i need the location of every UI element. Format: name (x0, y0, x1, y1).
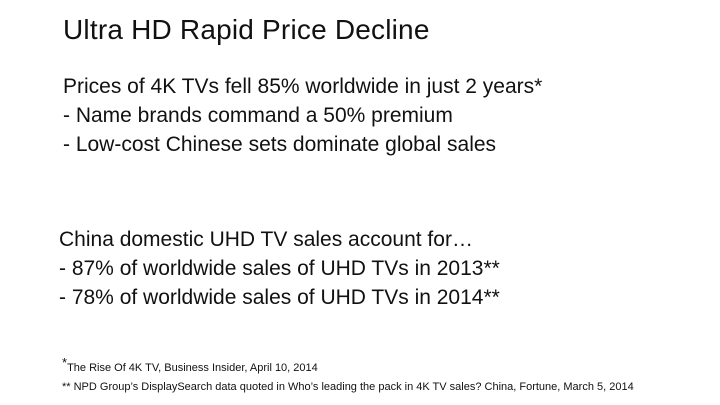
name-brand-premium-bullet: - Name brands command a 50% premium (63, 104, 453, 127)
footnote-1: *The Rise Of 4K TV, Business Insider, Ap… (62, 356, 318, 375)
price-decline-headline: Prices of 4K TVs fell 85% worldwide in j… (63, 75, 543, 98)
slide-title: Ultra HD Rapid Price Decline (63, 14, 430, 45)
price-decline-text-block: Prices of 4K TVs fell 85% worldwide in j… (63, 72, 542, 159)
chinese-sets-bullet: - Low-cost Chinese sets dominate global … (63, 133, 497, 156)
china-sales-text-block: China domestic UHD TV sales account for…… (59, 225, 500, 312)
footnote-2: ** NPD Group’s DisplaySearch data quoted… (62, 381, 634, 393)
china-sales-2014-bullet: - 78% of worldwide sales of UHD TVs in 2… (59, 286, 500, 309)
footnote-1-marker: * (62, 355, 68, 370)
china-sales-headline: China domestic UHD TV sales account for… (59, 228, 473, 251)
footnote-1-text: The Rise Of 4K TV, Business Insider, Apr… (67, 362, 318, 374)
china-sales-2013-bullet: - 87% of worldwide sales of UHD TVs in 2… (59, 257, 500, 280)
